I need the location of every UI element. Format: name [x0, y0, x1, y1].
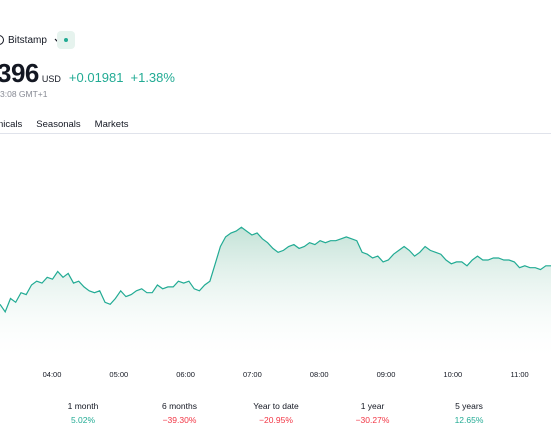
performance-item[interactable]: 5 years 12.65%: [424, 401, 514, 425]
market-status-badge[interactable]: [57, 31, 75, 49]
section-tabs: nicals Seasonals Markets: [0, 119, 128, 130]
exchange-logo-icon: [0, 35, 4, 45]
tab-seasonals[interactable]: Seasonals: [36, 119, 81, 130]
x-tick-label: 06:00: [176, 370, 195, 379]
performance-item[interactable]: 11: [521, 401, 551, 425]
price-block: 396 USD +0.01981 +1.38%: [0, 58, 175, 89]
market-open-dot-icon: [64, 38, 68, 42]
performance-value: 5.02%: [70, 415, 96, 425]
price-area-fill: [0, 227, 551, 356]
x-tick-label: 05:00: [109, 370, 128, 379]
exchange-selector[interactable]: Bitstamp: [0, 31, 63, 49]
x-tick-label: 11:00: [510, 370, 528, 379]
tabs-divider: [0, 133, 551, 134]
price-currency: USD: [41, 74, 61, 84]
last-price: 396: [0, 58, 39, 88]
tab-technicals[interactable]: nicals: [0, 119, 23, 130]
performance-value: −30.27%: [355, 415, 390, 425]
x-tick-label: 09:00: [377, 370, 396, 379]
performance-period-label: 5 years: [455, 401, 483, 411]
performance-item[interactable]: 1 year −30.27%: [328, 401, 418, 425]
x-tick-label: 10:00: [443, 370, 462, 379]
performance-row: 1 month 5.02% 6 months −39.30% Year to date −…: [0, 401, 551, 431]
performance-value: 1: [521, 415, 551, 425]
quote-timestamp: 3:08 GMT+1: [0, 89, 48, 99]
performance-period-label: 1 year: [360, 401, 385, 411]
x-tick-label: 07:00: [243, 370, 262, 379]
performance-period-label: 6 months: [162, 401, 197, 411]
price-line: [0, 226, 551, 314]
price-change-percent: +1.38%: [130, 70, 175, 85]
performance-period-label: Year to date: [253, 401, 299, 411]
performance-period-label: 1: [521, 401, 551, 411]
x-axis: 04:00 05:00 06:00 07:00 08:00 09:00 10:00 11:00: [43, 370, 529, 379]
price-change: +0.01981: [68, 70, 124, 85]
x-tick-label: 08:00: [310, 370, 329, 379]
series-layer: [0, 226, 551, 356]
performance-value: −20.95%: [259, 415, 293, 425]
exchange-name: Bitstamp: [8, 34, 47, 46]
tab-markets[interactable]: Markets: [94, 119, 129, 130]
performance-item[interactable]: 1 month 5.02%: [38, 401, 128, 425]
performance-period-label: 1 month: [67, 401, 99, 411]
price-chart[interactable]: 04:00 05:00 06:00 07:00 08:00 09:00 10:00 11:00: [0, 134, 551, 384]
x-tick-label: 04:00: [43, 370, 62, 379]
performance-value: 12.65%: [454, 415, 484, 425]
performance-item[interactable]: 6 months −39.30%: [135, 401, 225, 425]
performance-item[interactable]: Year to date −20.95%: [231, 401, 321, 425]
performance-value: −39.30%: [162, 415, 197, 425]
